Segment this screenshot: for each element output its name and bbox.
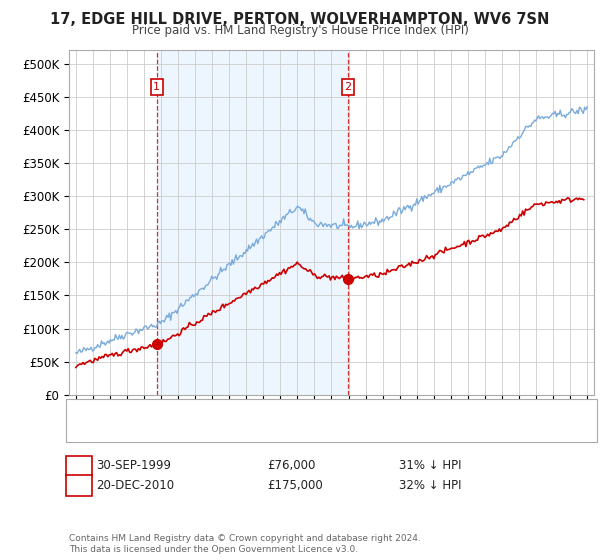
Text: £76,000: £76,000 [267,459,316,473]
Text: 2: 2 [344,82,352,92]
Text: 20-DEC-2010: 20-DEC-2010 [96,479,174,492]
Text: Contains HM Land Registry data © Crown copyright and database right 2024.
This d: Contains HM Land Registry data © Crown c… [69,534,421,554]
Text: 1: 1 [75,459,83,473]
Text: 2: 2 [75,479,83,492]
Text: £175,000: £175,000 [267,479,323,492]
Text: 31% ↓ HPI: 31% ↓ HPI [399,459,461,473]
Bar [157,50,348,395]
Text: 17, EDGE HILL DRIVE, PERTON, WOLVERHAMPTON, WV6 7SN: 17, EDGE HILL DRIVE, PERTON, WOLVERHAMPT… [50,12,550,27]
Text: 32% ↓ HPI: 32% ↓ HPI [399,479,461,492]
Text: 17, EDGE HILL DRIVE, PERTON, WOLVERHAMPTON, WV6 7SN (detached house): 17, EDGE HILL DRIVE, PERTON, WOLVERHAMPT… [112,407,522,417]
Text: 1: 1 [153,82,160,92]
Text: 30-SEP-1999: 30-SEP-1999 [96,459,171,473]
Text: Price paid vs. HM Land Registry's House Price Index (HPI): Price paid vs. HM Land Registry's House … [131,24,469,36]
Text: HPI: Average price, detached house, South Staffordshire: HPI: Average price, detached house, Sout… [112,422,406,432]
